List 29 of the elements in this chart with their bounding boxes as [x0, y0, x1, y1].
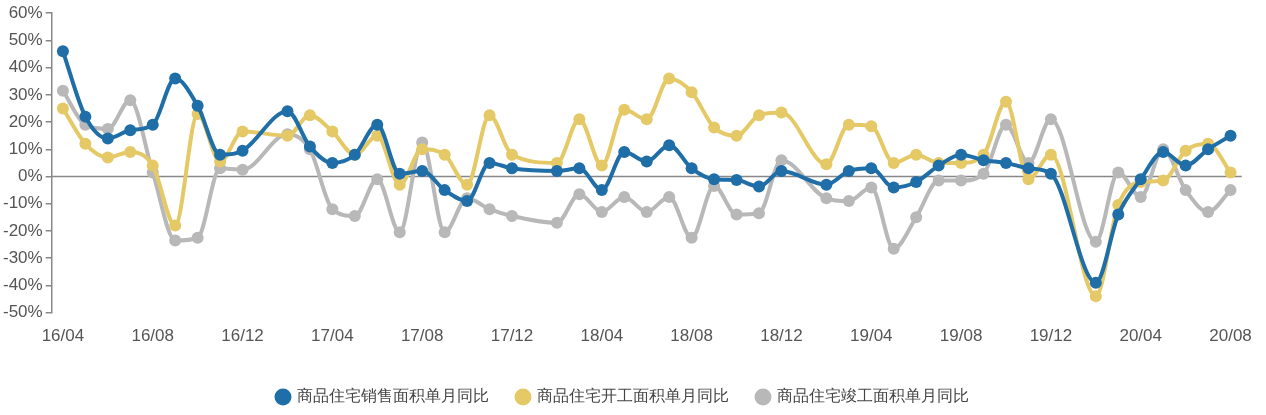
x-tick-label: 19/12: [1029, 326, 1073, 346]
y-tick-label: 60%: [8, 2, 43, 22]
legend-label: 商品住宅竣工面积单月同比: [777, 387, 969, 405]
x-tick-label: 19/08: [939, 326, 983, 346]
x-tick-label: 19/04: [850, 326, 893, 346]
x-tick-label: 17/12: [490, 326, 534, 346]
y-tick-label: -30%: [3, 247, 43, 267]
y-tick-label: -40%: [3, 275, 43, 295]
x-tick-label: 17/04: [311, 326, 354, 346]
legend-label: 商品住宅销售面积单月同比: [297, 387, 489, 405]
y-tick-label: -20%: [3, 220, 43, 240]
y-tick-label: -10%: [3, 193, 43, 213]
legend-label: 商品住宅开工面积单月同比: [537, 387, 729, 405]
y-tick-label: 40%: [8, 57, 43, 77]
x-tick-label: 20/04: [1119, 326, 1162, 346]
x-tick-label: 18/12: [760, 326, 803, 346]
y-tick-label: 20%: [8, 111, 43, 131]
x-tick-label: 20/08: [1209, 326, 1252, 346]
y-tick-label: 50%: [8, 30, 43, 50]
x-tick-label: 17/08: [400, 326, 444, 346]
y-tick-label: -50%: [3, 302, 43, 322]
x-tick-label: 16/12: [221, 326, 264, 346]
x-tick-label: 16/04: [41, 326, 85, 346]
y-tick-label: 30%: [8, 84, 43, 104]
y-tick-label: 0%: [18, 166, 43, 186]
x-tick-label: 16/08: [131, 326, 174, 346]
x-tick-label: 18/08: [670, 326, 713, 346]
x-tick-label: 18/04: [580, 326, 624, 346]
y-tick-label: 10%: [8, 138, 43, 158]
